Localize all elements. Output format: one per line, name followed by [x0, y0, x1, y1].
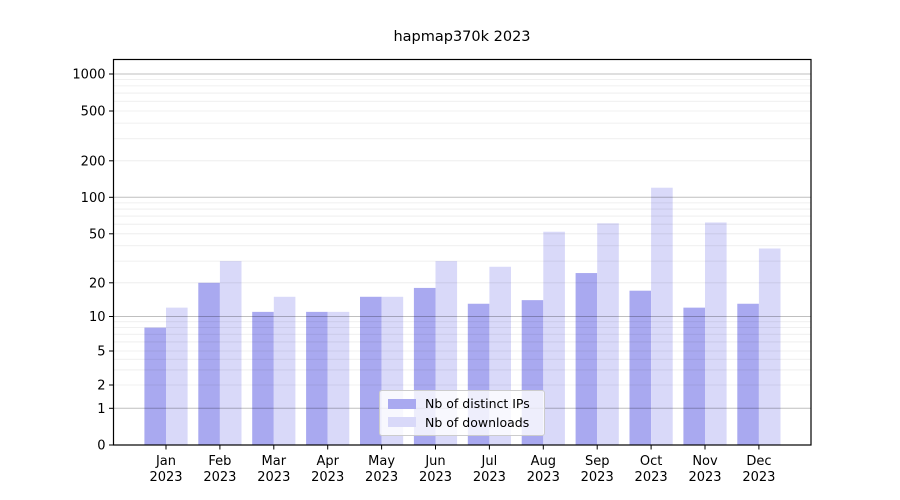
legend-swatch-downloads	[388, 417, 416, 428]
y-tick-label: 10	[89, 310, 106, 325]
bar-distinct-ips	[629, 290, 652, 445]
legend-swatch-distinct-ips	[388, 398, 416, 409]
y-tick-label: 50	[89, 227, 106, 242]
y-tick-label: 0	[97, 439, 105, 454]
legend: Nb of distinct IPs Nb of downloads	[379, 390, 545, 436]
bar-distinct-ips	[575, 273, 598, 445]
bar-distinct-ips	[306, 311, 328, 445]
bar-distinct-ips	[198, 282, 220, 445]
bar-downloads	[705, 222, 727, 445]
y-tick-label: 2	[97, 379, 105, 394]
bar-downloads	[543, 231, 565, 445]
x-tick-label: Jan 2023	[149, 454, 182, 485]
x-tick-label: Dec 2023	[742, 454, 775, 485]
bar-downloads	[651, 187, 673, 445]
chart-title: hapmap370k 2023	[393, 29, 531, 45]
legend-item-distinct-ips: Nb of distinct IPs	[388, 396, 536, 411]
y-tick-label: 200	[81, 154, 106, 169]
y-tick-label: 1000	[72, 68, 105, 83]
bar-distinct-ips	[252, 311, 274, 445]
x-tick-label: Apr 2023	[311, 454, 344, 485]
legend-label-distinct-ips: Nb of distinct IPs	[425, 396, 530, 412]
bar-downloads	[597, 223, 619, 445]
axes-spines	[112, 58, 812, 446]
x-tick-label: Feb 2023	[203, 454, 236, 485]
x-tick-label: Jun 2023	[419, 454, 452, 485]
legend-item-downloads: Nb of downloads	[388, 415, 536, 430]
legend-label-downloads: Nb of downloads	[425, 414, 530, 430]
y-tick-label: 5	[97, 345, 105, 360]
y-tick-label: 1	[97, 402, 105, 417]
y-tick-label: 100	[81, 191, 106, 206]
x-tick-label: Oct 2023	[635, 454, 668, 485]
x-tick-label: Nov 2023	[688, 454, 721, 485]
x-tick-label: Sep 2023	[581, 454, 614, 485]
x-tick-label: May 2023	[365, 454, 398, 485]
bar-distinct-ips	[144, 327, 166, 445]
x-tick-label: Mar 2023	[257, 454, 290, 485]
bar-downloads	[327, 311, 350, 445]
bar-downloads	[219, 261, 242, 445]
bar-distinct-ips	[737, 303, 759, 445]
x-tick-label: Jul 2023	[473, 454, 506, 485]
y-tick-label: 20	[89, 276, 106, 291]
y-tick-label: 500	[81, 105, 106, 120]
bar-distinct-ips	[360, 296, 382, 445]
bar-downloads	[166, 307, 188, 445]
bar-downloads	[273, 296, 296, 445]
x-tick-label: Aug 2023	[527, 454, 560, 485]
bar-downloads	[758, 248, 781, 445]
bar-distinct-ips	[683, 307, 705, 445]
